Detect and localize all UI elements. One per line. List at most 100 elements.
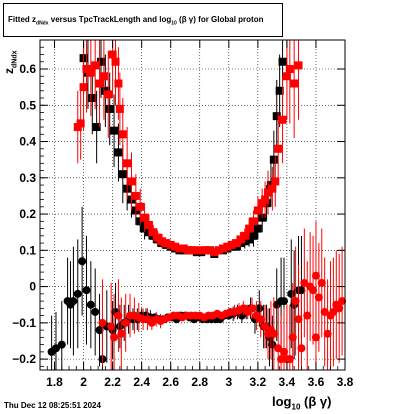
data-point bbox=[57, 340, 66, 349]
data-point bbox=[275, 86, 284, 95]
x-tick-label: 2 bbox=[80, 375, 87, 389]
data-point bbox=[115, 104, 124, 113]
x-tick-label: 3.4 bbox=[279, 375, 296, 389]
data-point bbox=[287, 289, 296, 298]
data-point bbox=[82, 65, 91, 74]
data-point bbox=[300, 278, 309, 287]
data-point bbox=[91, 307, 100, 316]
data-point bbox=[277, 355, 286, 364]
data-point bbox=[249, 217, 258, 226]
data-point bbox=[323, 329, 332, 338]
data-point bbox=[110, 126, 119, 135]
data-point bbox=[114, 148, 123, 157]
y-tick-label: 0 bbox=[29, 280, 36, 294]
data-point bbox=[136, 202, 145, 211]
data-point bbox=[255, 304, 264, 313]
x-axis-label-tail: (β γ) bbox=[304, 394, 332, 409]
y-tick-label: 0.4 bbox=[19, 135, 36, 149]
data-point bbox=[240, 231, 249, 240]
data-point bbox=[104, 90, 113, 99]
data-point bbox=[98, 318, 107, 327]
data-point bbox=[311, 271, 320, 280]
data-point bbox=[232, 239, 241, 248]
data-point bbox=[99, 72, 108, 81]
data-point bbox=[95, 79, 104, 88]
data-point bbox=[294, 61, 303, 70]
data-point bbox=[253, 224, 262, 233]
data-point bbox=[314, 293, 323, 302]
title-paren: (β γ) bbox=[179, 15, 196, 24]
series-square-red bbox=[73, 40, 303, 257]
data-point bbox=[105, 104, 114, 113]
x-tick-label: 3 bbox=[225, 375, 232, 389]
data-point bbox=[73, 289, 82, 298]
data-point bbox=[223, 242, 232, 251]
data-point bbox=[294, 315, 303, 324]
data-point bbox=[171, 242, 180, 251]
data-point bbox=[192, 246, 201, 255]
x-tick-label: 1.8 bbox=[46, 375, 63, 389]
y-axis-label-sub: dNdx bbox=[11, 50, 19, 69]
data-point bbox=[111, 57, 120, 66]
data-point bbox=[88, 94, 97, 103]
data-point bbox=[335, 304, 344, 313]
data-point bbox=[197, 246, 206, 255]
data-point bbox=[149, 228, 158, 237]
data-point bbox=[268, 184, 277, 193]
datestamp: Thu Dec 12 08:25:51 2024 bbox=[4, 401, 101, 410]
data-point bbox=[288, 333, 297, 342]
data-point bbox=[272, 112, 281, 121]
data-point bbox=[256, 315, 265, 324]
data-point bbox=[86, 68, 95, 77]
data-point bbox=[261, 322, 270, 331]
data-point bbox=[86, 300, 95, 309]
data-point bbox=[278, 57, 287, 66]
title-suffix: for Global proton bbox=[198, 15, 264, 24]
series-circle-red bbox=[98, 221, 347, 370]
y-tick-label: 0.1 bbox=[19, 243, 36, 257]
data-point bbox=[78, 257, 87, 266]
chart-series bbox=[47, 40, 347, 370]
x-axis-label-sub: 10 bbox=[291, 402, 301, 412]
data-point bbox=[280, 297, 288, 306]
title-box: Fitted zdNdx versus TpcTrackLength and l… bbox=[3, 3, 283, 37]
x-tick-label: 2.8 bbox=[191, 375, 208, 389]
data-point bbox=[291, 297, 300, 306]
data-point bbox=[268, 340, 277, 349]
data-point bbox=[245, 224, 254, 233]
data-point bbox=[95, 326, 104, 335]
data-point bbox=[278, 115, 287, 124]
data-point bbox=[166, 240, 175, 249]
data-point bbox=[338, 297, 347, 306]
x-tick-label: 3.6 bbox=[308, 375, 325, 389]
title-prefix: Fitted bbox=[8, 15, 30, 24]
y-tick-label: 0.3 bbox=[19, 171, 36, 185]
data-point bbox=[210, 248, 219, 257]
data-point bbox=[309, 286, 318, 295]
data-point bbox=[79, 83, 88, 92]
data-point bbox=[127, 177, 136, 186]
data-point bbox=[114, 79, 123, 88]
data-point bbox=[201, 246, 210, 255]
data-point bbox=[297, 286, 306, 295]
y-tick-label: −0.2 bbox=[12, 352, 36, 366]
x-axis-label-main: log bbox=[272, 394, 292, 409]
data-point bbox=[158, 237, 166, 246]
x-tick-label: 3.8 bbox=[337, 375, 354, 389]
title-log-sub: 10 bbox=[171, 20, 177, 27]
title-middle: versus TpcTrackLength and log bbox=[50, 15, 172, 24]
y-tick-label: −0.1 bbox=[12, 316, 36, 330]
y-axis-label: zdNdx bbox=[2, 51, 18, 75]
data-point bbox=[320, 307, 329, 316]
x-axis-label: log10 (β γ) bbox=[272, 394, 331, 412]
axis-ticks: 1.8 2 2.2 2.4 2.6 2.8 3 3.2 3.4 3.6 3.8 −0.2 −0.1 0 0.… bbox=[12, 40, 354, 389]
data-point bbox=[162, 239, 171, 248]
data-point bbox=[249, 231, 258, 240]
data-point bbox=[179, 244, 188, 253]
data-point bbox=[144, 220, 153, 229]
data-point bbox=[253, 206, 262, 215]
data-point bbox=[227, 240, 236, 249]
data-point bbox=[285, 65, 294, 74]
chart-title: Fitted zdNdx versus TpcTrackLength and l… bbox=[8, 15, 263, 27]
data-point bbox=[175, 244, 184, 253]
